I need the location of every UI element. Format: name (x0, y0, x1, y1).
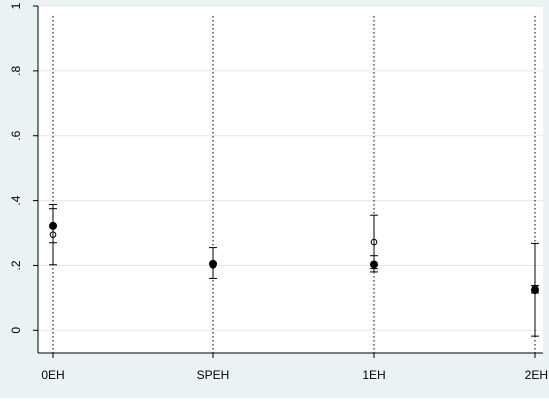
x-tick-label-2eh: 2EH (525, 368, 548, 382)
x-tick-label-0eh: 0EH (41, 368, 64, 382)
x-tick-label-speh: SPEH (197, 368, 230, 382)
data-points (49, 221, 539, 295)
filled-point (209, 259, 217, 268)
y-tick-label: 1 (9, 2, 23, 9)
x-tick-label-1eh: 1EH (362, 368, 385, 382)
filled-point (531, 286, 539, 295)
y-tick-label: .8 (9, 66, 23, 76)
y-ticks: 0 .2 .4 .6 .8 1 (9, 2, 38, 334)
filled-point (370, 260, 378, 269)
plot-area (38, 6, 543, 353)
gridlines (38, 5, 543, 331)
hollow-point (370, 238, 378, 246)
y-tick-label: .6 (9, 130, 23, 140)
y-tick-label: .4 (9, 195, 23, 205)
hollow-point (531, 284, 539, 292)
x-ticks: 0EH SPEH 1EH 2EH (41, 353, 548, 382)
filled-point (49, 221, 57, 230)
hollow-point (209, 262, 217, 269)
y-tick-label: .2 (9, 260, 23, 270)
hollow-point (49, 231, 57, 238)
y-tick-label: 0 (9, 327, 23, 334)
